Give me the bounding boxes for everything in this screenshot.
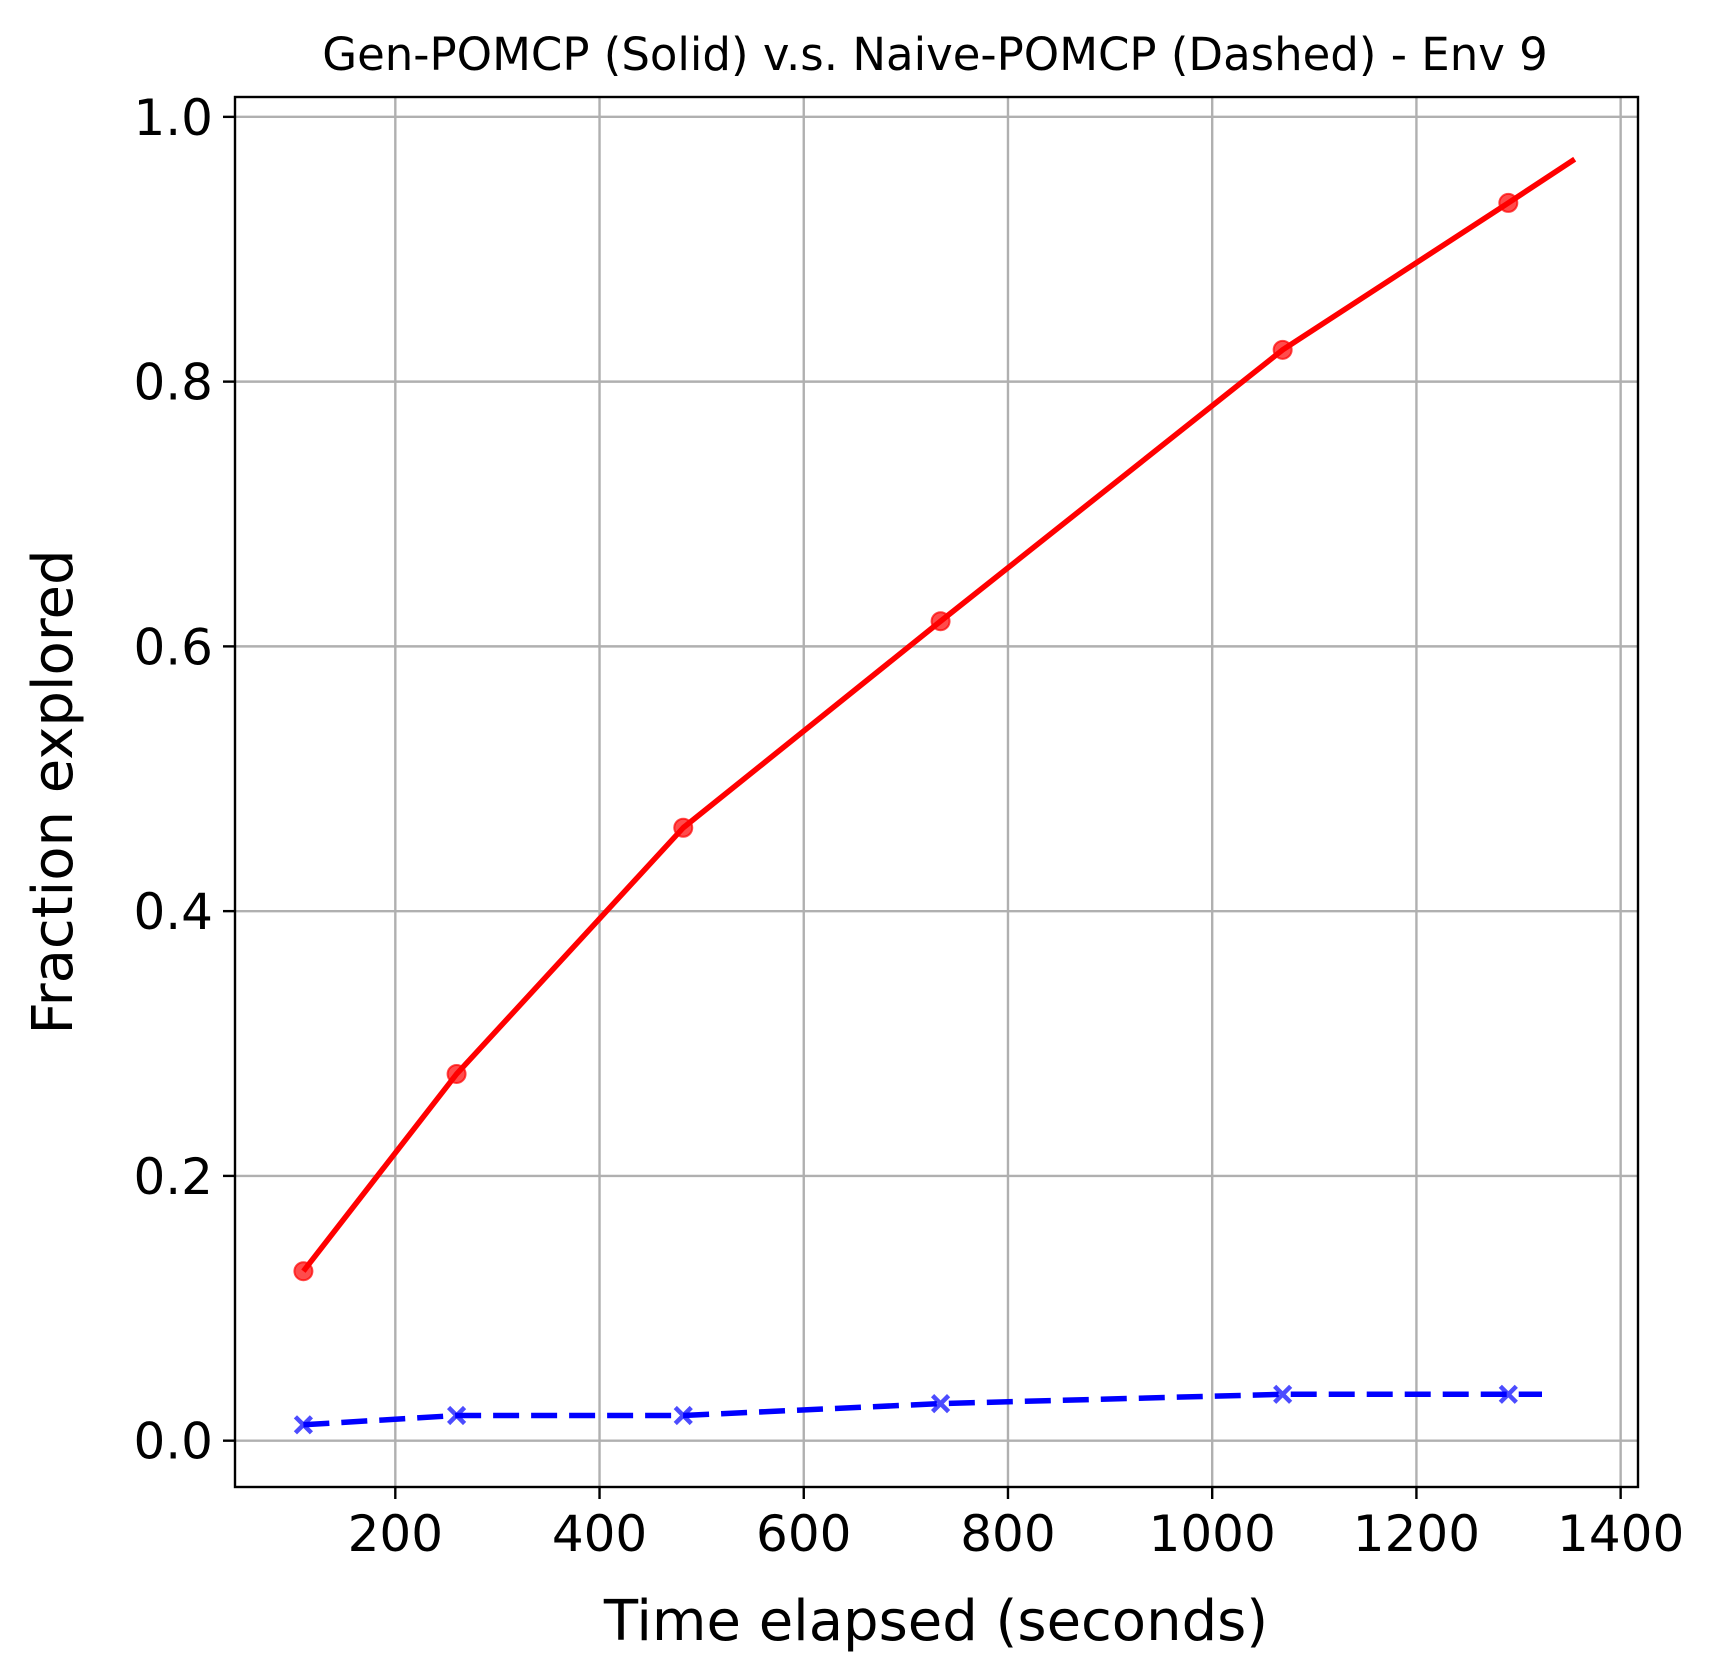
x-tick-label-2: 600: [756, 1505, 851, 1563]
x-tick-label-6: 1400: [1557, 1505, 1684, 1563]
series-1-point-2: [673, 1405, 693, 1426]
y-tick-label-5: 1.0: [133, 89, 213, 147]
x-tick-label-4: 1000: [1149, 1505, 1276, 1563]
series-1-point-0: [293, 1415, 314, 1435]
series-0-point-1: [446, 1063, 467, 1084]
series-0-point-4: [1272, 339, 1293, 360]
x-tick-label-3: 800: [960, 1505, 1055, 1563]
plot-frame: [233, 95, 1640, 1489]
y-tick-label-0: 0.0: [133, 1413, 213, 1471]
tick-layer: 200 400 600 800 1000 1200 1400 0.0 0.2 0.4 0.6 0.8 1…: [133, 89, 1684, 1563]
x-tick-label-5: 1200: [1353, 1505, 1480, 1563]
x-tick-label-0: 200: [348, 1505, 443, 1563]
series-0-point-3: [930, 611, 951, 632]
y-tick-label-2: 0.4: [133, 883, 213, 941]
y-tick-label-3: 0.6: [133, 618, 213, 676]
series-1-point-4: [1273, 1384, 1293, 1404]
y-axis-label: Fraction explored: [21, 549, 86, 1034]
series-1-point-1: [446, 1405, 467, 1426]
series-1-point-5: [1498, 1384, 1518, 1404]
y-tick-label-4: 0.8: [133, 354, 213, 412]
x-axis-label: Time elapsed (seconds): [603, 1589, 1268, 1654]
x-tick-label-1: 400: [552, 1505, 647, 1563]
grid-layer: [235, 97, 1638, 1487]
series-layer: [293, 156, 1577, 1435]
y-tick-label-1: 0.2: [133, 1148, 213, 1206]
series-1-point-3: [930, 1394, 951, 1414]
series-0-point-2: [673, 817, 694, 838]
series-0-point-0: [293, 1261, 314, 1282]
series-0-point-5: [1498, 192, 1519, 213]
chart-title: Gen-POMCP (Solid) v.s. Naive-POMCP (Dash…: [322, 28, 1548, 81]
